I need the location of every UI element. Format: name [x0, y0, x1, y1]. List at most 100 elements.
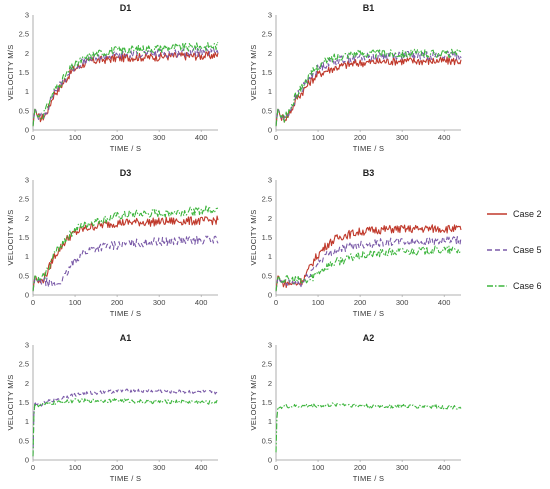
y-tick-label: 2.5 [262, 195, 272, 204]
x-tick-label: 100 [312, 463, 325, 472]
y-tick-label: 0.5 [19, 106, 29, 115]
series-line-case-5 [32, 388, 219, 457]
chart-panel-b1: B1 0 0.5 1 1.5 2 2.5 3 0 100 200 300 400 TIME / S VELO… [249, 3, 462, 153]
legend-label: Case 6 [513, 281, 542, 291]
y-axis-label: VELOCITY M/S [249, 375, 258, 431]
legend-label: Case 2 [513, 209, 542, 219]
x-tick-label: 0 [31, 463, 35, 472]
x-tick-label: 100 [69, 298, 82, 307]
y-tick-label: 1.5 [19, 398, 29, 407]
x-tick-label: 400 [438, 463, 451, 472]
x-tick-label: 0 [274, 463, 278, 472]
x-tick-label: 100 [312, 298, 325, 307]
panel-title: B1 [363, 3, 375, 13]
y-tick-label: 1.5 [19, 233, 29, 242]
y-axis-label: VELOCITY M/S [6, 375, 15, 431]
y-axis-label: VELOCITY M/S [249, 45, 258, 101]
y-tick-label: 0 [25, 291, 29, 300]
x-tick-label: 100 [69, 463, 82, 472]
x-tick-label: 300 [153, 298, 166, 307]
x-axis-label: TIME / S [110, 309, 142, 318]
series-line-case-5 [32, 235, 219, 292]
legend-label: Case 5 [513, 245, 542, 255]
x-axis-label: TIME / S [110, 474, 142, 483]
series-line-case-2 [275, 224, 462, 292]
y-tick-label: 1.5 [262, 68, 272, 77]
panel-title: A1 [120, 333, 132, 343]
y-tick-label: 3 [268, 11, 272, 20]
x-axis-label: TIME / S [353, 309, 385, 318]
y-tick-label: 0.5 [262, 106, 272, 115]
panel-title: B3 [363, 168, 375, 178]
x-tick-label: 300 [153, 133, 166, 142]
series-line-case-5 [275, 236, 462, 292]
y-tick-label: 2.5 [19, 195, 29, 204]
series-line-case-2 [275, 56, 462, 127]
y-tick-label: 2 [25, 49, 29, 58]
x-tick-label: 400 [195, 133, 208, 142]
y-tick-label: 0 [268, 456, 272, 465]
x-axis-label: TIME / S [110, 144, 142, 153]
series-line-case-6 [275, 245, 462, 292]
x-tick-label: 0 [31, 133, 35, 142]
series-line-case-6 [275, 402, 462, 453]
legend: Case 2 Case 5 Case 6 [487, 209, 542, 291]
y-tick-label: 0 [268, 291, 272, 300]
panel-title: D1 [120, 3, 132, 13]
y-tick-label: 0.5 [19, 271, 29, 280]
y-tick-label: 1 [268, 87, 272, 96]
y-tick-label: 1 [25, 252, 29, 261]
x-axis-label: TIME / S [353, 474, 385, 483]
y-tick-label: 2.5 [262, 360, 272, 369]
y-tick-label: 2 [268, 214, 272, 223]
x-tick-label: 200 [111, 133, 124, 142]
y-tick-label: 1 [25, 87, 29, 96]
x-tick-label: 300 [396, 463, 409, 472]
y-tick-label: 2.5 [262, 30, 272, 39]
y-tick-label: 2 [268, 49, 272, 58]
y-tick-label: 2.5 [19, 30, 29, 39]
y-tick-label: 1 [268, 417, 272, 426]
x-tick-label: 200 [354, 463, 367, 472]
x-tick-label: 300 [396, 298, 409, 307]
y-tick-label: 1 [268, 252, 272, 261]
y-tick-label: 3 [25, 11, 29, 20]
x-tick-label: 100 [69, 133, 82, 142]
y-tick-label: 0.5 [262, 436, 272, 445]
x-tick-label: 400 [195, 298, 208, 307]
x-tick-label: 200 [354, 133, 367, 142]
x-tick-label: 400 [438, 298, 451, 307]
y-axis-label: VELOCITY M/S [249, 210, 258, 266]
y-tick-label: 0 [268, 126, 272, 135]
y-axis-label: VELOCITY M/S [6, 210, 15, 266]
y-tick-label: 0.5 [19, 436, 29, 445]
y-tick-label: 2.5 [19, 360, 29, 369]
x-tick-label: 400 [438, 133, 451, 142]
y-tick-label: 0 [25, 456, 29, 465]
y-tick-label: 2 [25, 379, 29, 388]
x-tick-label: 0 [31, 298, 35, 307]
chart-panel-b3: B3 0 0.5 1 1.5 2 2.5 3 0 100 200 300 400 TIME / S VELO… [249, 168, 462, 318]
y-tick-label: 1.5 [262, 233, 272, 242]
x-tick-label: 0 [274, 133, 278, 142]
y-tick-label: 3 [268, 176, 272, 185]
y-tick-label: 0.5 [262, 271, 272, 280]
chart-panel-d1: D1 0 0.5 1 1.5 2 2.5 3 0 100 200 300 400 TIME / S VELO… [6, 3, 219, 153]
series-line-case-2 [32, 215, 219, 292]
x-tick-label: 0 [274, 298, 278, 307]
series-line-case-5 [32, 47, 219, 127]
y-tick-label: 3 [25, 176, 29, 185]
y-tick-label: 1.5 [19, 68, 29, 77]
x-tick-label: 200 [111, 298, 124, 307]
y-tick-label: 1.5 [262, 398, 272, 407]
y-tick-label: 2 [25, 214, 29, 223]
y-tick-label: 3 [268, 341, 272, 350]
y-axis-label: VELOCITY M/S [6, 45, 15, 101]
x-tick-label: 300 [396, 133, 409, 142]
series-line-case-2 [32, 51, 219, 127]
x-tick-label: 400 [195, 463, 208, 472]
x-axis-label: TIME / S [353, 144, 385, 153]
x-tick-label: 300 [153, 463, 166, 472]
x-tick-label: 200 [354, 298, 367, 307]
